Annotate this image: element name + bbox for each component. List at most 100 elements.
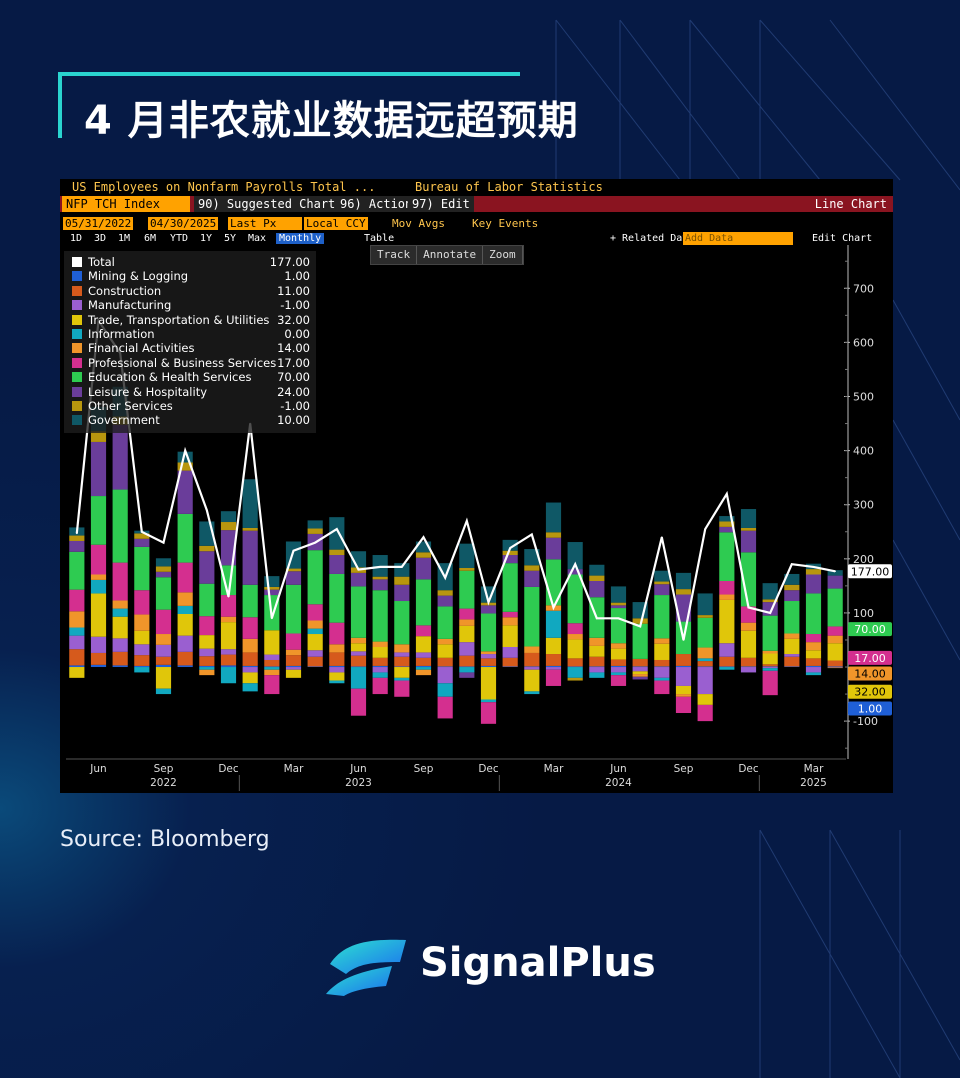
bar-segment (394, 601, 410, 645)
bar-segment (589, 656, 605, 667)
bar-segment (459, 666, 475, 668)
bar-segment (784, 638, 800, 655)
legend-label: Manufacturing (88, 298, 172, 313)
bar-segment (610, 672, 627, 676)
source-note: Source: Bloomberg (60, 827, 270, 852)
bar-segment (242, 479, 258, 528)
bar-segment (307, 650, 323, 657)
bar-segment (502, 657, 518, 667)
bar-segment (155, 571, 172, 578)
frequency-value: Monthly (276, 233, 325, 244)
edit-chart-button[interactable]: Edit Chart (812, 233, 873, 244)
bar-segment (155, 644, 172, 657)
bar-segment (350, 643, 367, 652)
frequency-select[interactable]: Monthly (276, 232, 325, 246)
y-tick-label: 200 (853, 553, 874, 566)
period-1d[interactable]: 1D (70, 233, 83, 244)
add-data-input[interactable]: Add Data (683, 232, 793, 245)
bar-segment (155, 664, 172, 668)
bar-segment (69, 611, 85, 628)
price-field-select[interactable]: Last Px (228, 217, 302, 230)
bar-segment (69, 649, 85, 666)
bar-segment (415, 652, 432, 658)
bar-segment (199, 667, 215, 670)
mov-avgs-toggle[interactable]: Mov Avgs (392, 217, 445, 230)
bar-segment (675, 667, 692, 686)
period-6m[interactable]: 6M (144, 233, 157, 244)
start-date-field[interactable]: 05/31/2022 (63, 217, 134, 230)
total-point (704, 528, 706, 530)
ticker-field[interactable]: NFP TCH Index (62, 196, 190, 212)
bar-segment (199, 656, 215, 666)
bar-segment (220, 649, 237, 655)
chart-type-label[interactable]: Line Chart (814, 197, 887, 211)
signalplus-logo-icon (326, 939, 406, 996)
actions-menu[interactable]: 96) Actions (336, 196, 424, 212)
period-ytd[interactable]: YTD (170, 233, 189, 244)
related-data-button[interactable]: + Related Dat (610, 233, 689, 244)
bar-segment (415, 541, 432, 553)
bar-segment (242, 652, 258, 666)
bar-segment (610, 667, 627, 673)
legend-value: 10.00 (277, 413, 310, 428)
bar-segment (784, 584, 800, 591)
period-1y[interactable]: 1Y (200, 233, 213, 244)
bar-segment (350, 551, 367, 568)
bar-segment (632, 623, 648, 659)
security-description: US Employees on Nonfarm Payrolls Total .… (72, 180, 376, 194)
bar-segment (459, 625, 475, 643)
bar-segment (437, 666, 453, 668)
bar-segment (632, 618, 648, 624)
bar-segment (675, 654, 692, 666)
year-label: 2024 (605, 777, 632, 789)
bar-segment (545, 667, 562, 670)
track-tool[interactable]: Track (371, 246, 418, 264)
value-tag (848, 666, 892, 681)
value-tag-label: 14.00 (854, 667, 886, 680)
bar-segment (740, 667, 757, 673)
bar-segment (805, 665, 822, 668)
bar-segment (784, 666, 800, 668)
annotate-tool[interactable]: Annotate (417, 246, 484, 264)
legend-entry: Other Services -1.00 (70, 399, 314, 413)
period-max[interactable]: Max (248, 233, 267, 244)
bar-segment (632, 667, 648, 672)
bar-segment (329, 667, 345, 673)
bar-segment (675, 572, 692, 590)
bar-segment (134, 546, 150, 591)
bar-segment (264, 576, 280, 587)
bar-segment (220, 530, 237, 566)
total-point (466, 520, 468, 522)
table-toggle[interactable]: Table (364, 233, 395, 244)
bar-segment (69, 527, 85, 536)
edit-menu[interactable]: 97) Edit (408, 196, 474, 212)
bar-segment (654, 677, 670, 681)
bar-segment (437, 606, 453, 639)
bar-segment (437, 657, 453, 667)
bar-segment (675, 694, 692, 697)
bar-segment (372, 576, 388, 580)
suggested-charts-menu[interactable]: 90) Suggested Charts (194, 196, 347, 212)
zoom-tool[interactable]: Zoom (483, 246, 523, 264)
legend-label: Education & Health Services (88, 370, 252, 385)
value-tag (848, 650, 892, 665)
period-5y[interactable]: 5Y (224, 233, 237, 244)
bar-segment (242, 667, 258, 673)
bar-segment (394, 563, 410, 577)
x-tick-label: Mar (804, 763, 824, 775)
period-3d[interactable]: 3D (94, 233, 107, 244)
bar-segment (112, 651, 128, 666)
period-1m[interactable]: 1M (118, 233, 131, 244)
bar-segment (654, 666, 670, 668)
legend-entry: Government 10.00 (70, 413, 314, 427)
bar-segment (675, 665, 692, 668)
bar-segment (372, 590, 388, 642)
bar-segment (827, 635, 843, 644)
end-date-field[interactable]: 04/30/2025 (148, 217, 219, 230)
bar-segment (134, 538, 150, 547)
total-point (812, 566, 815, 568)
bar-segment (372, 665, 388, 668)
key-events-toggle[interactable]: Key Events (472, 217, 539, 230)
currency-select[interactable]: Local CCY (304, 217, 368, 230)
x-tick-label: Dec (478, 763, 499, 775)
